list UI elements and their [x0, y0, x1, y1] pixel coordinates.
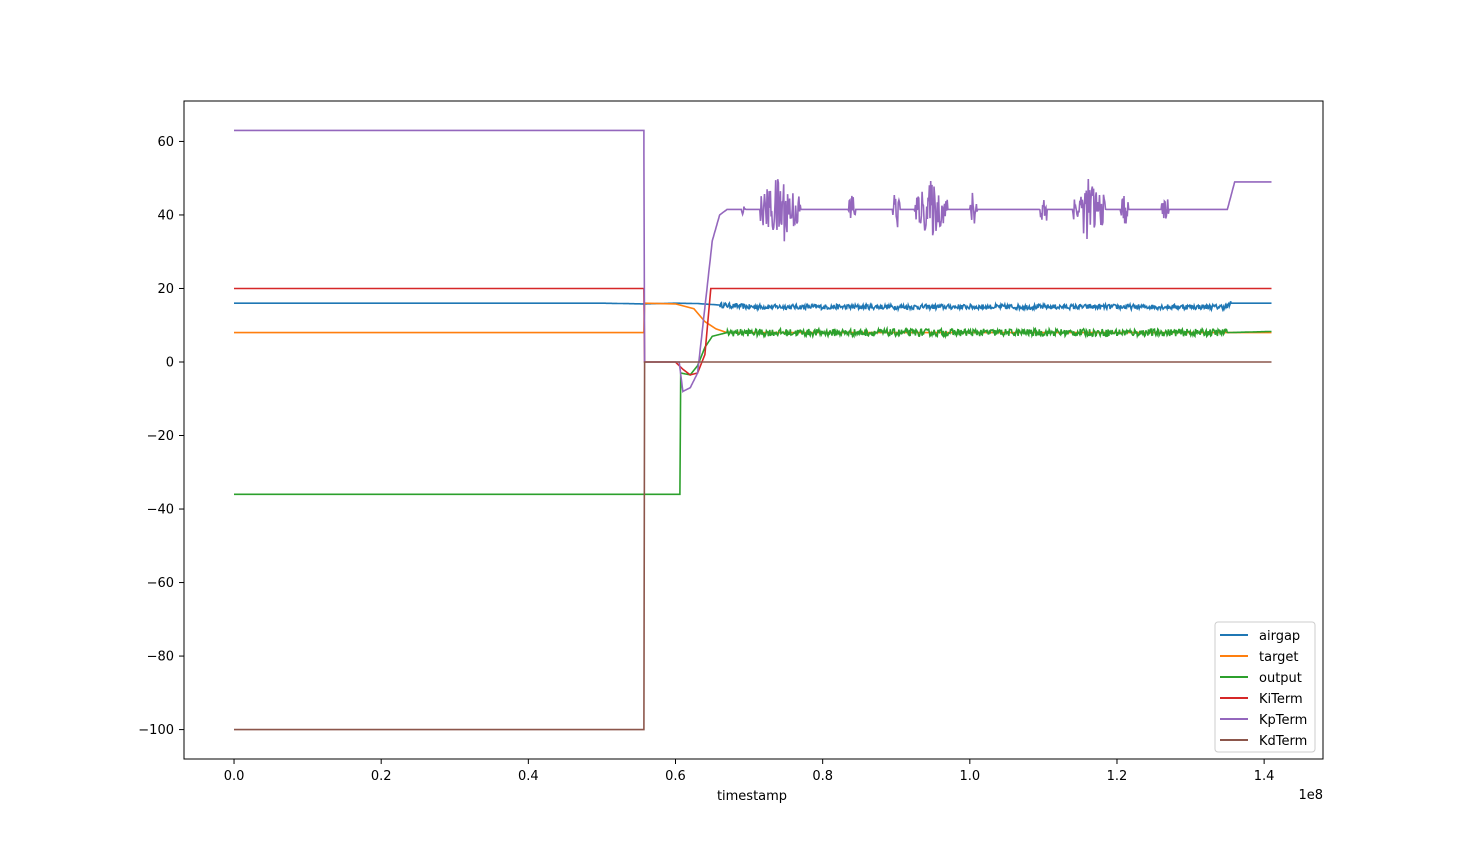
- legend: airgap target output KiTerm KpTerm KdTerm: [1214, 621, 1316, 753]
- y-tick-label: −40: [147, 503, 174, 518]
- x-tick-label: 0.6: [665, 769, 686, 784]
- plot-frame: [183, 100, 1324, 760]
- x-tick-label: 1.0: [959, 769, 980, 784]
- legend-label-KpTerm: KpTerm: [1259, 713, 1307, 728]
- x-axis-offset-label: 1e8: [1298, 788, 1323, 803]
- y-tick-label: 40: [157, 208, 174, 223]
- y-tick-label: −80: [147, 650, 174, 665]
- x-tick-label: 0.2: [371, 769, 392, 784]
- series-line-output: [234, 325, 1272, 496]
- x-tick-label: 0.4: [518, 769, 539, 784]
- x-tick-label: 1.2: [1107, 769, 1128, 784]
- legend-label-KiTerm: KiTerm: [1259, 692, 1303, 707]
- legend-label-airgap: airgap: [1259, 629, 1300, 644]
- series-line-airgap: [234, 300, 1272, 313]
- legend-label-target: target: [1259, 650, 1299, 665]
- x-tick-label: 0.8: [812, 769, 833, 784]
- legend-label-output: output: [1259, 671, 1302, 686]
- x-tick-label: 1.4: [1254, 769, 1275, 784]
- y-tick-label: −60: [147, 576, 174, 591]
- y-tick-label: 20: [157, 282, 174, 297]
- y-tick-label: 60: [157, 135, 174, 150]
- series-layer: [234, 129, 1272, 731]
- x-ticks: 0.0 0.2 0.4 0.6 0.8 1.0 1.2 1.4: [224, 759, 1275, 784]
- series-line-KdTerm: [234, 361, 1272, 731]
- y-tick-label: −100: [138, 723, 174, 738]
- y-tick-label: −20: [147, 429, 174, 444]
- legend-label-KdTerm: KdTerm: [1259, 734, 1307, 749]
- series-line-KpTerm: [234, 129, 1272, 394]
- y-tick-label: 0: [166, 355, 174, 370]
- x-tick-label: 0.0: [224, 769, 245, 784]
- x-axis-label: timestamp: [717, 789, 787, 804]
- y-ticks: 60 40 20 0 −20 −40 −60 −80 −100: [138, 135, 184, 738]
